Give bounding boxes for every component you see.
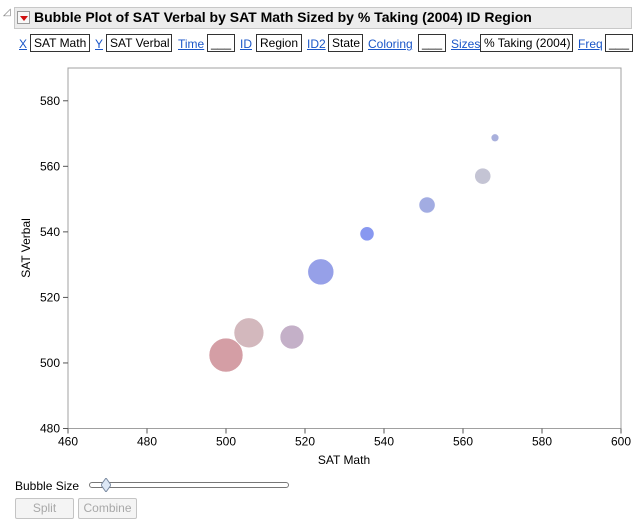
slider-thumb-icon[interactable] xyxy=(101,478,111,492)
role-id-value[interactable]: Region xyxy=(256,34,302,52)
role-y-value[interactable]: SAT Verbal xyxy=(106,34,172,52)
bubble[interactable] xyxy=(307,258,335,286)
x-tick-label: 560 xyxy=(453,435,473,449)
role-time-link[interactable]: Time xyxy=(178,37,205,51)
y-axis-label: SAT Verbal xyxy=(19,218,33,278)
role-time-value[interactable]: ___ xyxy=(207,34,235,52)
x-tick-label: 540 xyxy=(374,435,394,449)
bubble[interactable] xyxy=(279,324,305,350)
role-freq-link[interactable]: Freq xyxy=(578,37,603,51)
report-title: Bubble Plot of SAT Verbal by SAT Math Si… xyxy=(34,9,532,25)
role-id-link[interactable]: ID xyxy=(240,37,252,51)
x-tick-label: 600 xyxy=(611,435,631,449)
role-sizes-link[interactable]: Sizes xyxy=(451,37,481,51)
role-x-value[interactable]: SAT Math xyxy=(30,34,90,52)
disclosure-icon[interactable]: ◿ xyxy=(3,7,11,18)
role-coloring-link[interactable]: Coloring xyxy=(368,37,413,51)
bubble-size-slider[interactable] xyxy=(89,482,289,488)
role-coloring-value[interactable]: ___ xyxy=(418,34,446,52)
split-button[interactable]: Split xyxy=(15,498,74,519)
title-bar xyxy=(14,7,632,29)
role-y-link[interactable]: Y xyxy=(95,37,104,51)
bubble[interactable] xyxy=(474,167,492,185)
bubble[interactable] xyxy=(490,133,500,143)
bubble[interactable] xyxy=(359,226,375,242)
red-triangle-menu-icon[interactable] xyxy=(17,11,30,24)
plot-frame xyxy=(67,67,622,429)
bubble[interactable] xyxy=(418,196,436,214)
y-tick-label: 580 xyxy=(40,94,60,108)
y-tick-label: 500 xyxy=(40,356,60,370)
y-tick-label: 540 xyxy=(40,225,60,239)
bubble[interactable] xyxy=(208,337,244,373)
x-tick-label: 500 xyxy=(216,435,236,449)
y-tick-label: 520 xyxy=(40,290,60,304)
x-tick-label: 520 xyxy=(295,435,315,449)
bubble[interactable] xyxy=(233,317,265,349)
role-id2-value[interactable]: State xyxy=(328,34,363,52)
role-sizes-value[interactable]: % Taking (2004) xyxy=(480,34,573,52)
y-tick-label: 480 xyxy=(40,422,60,436)
x-tick-label: 580 xyxy=(532,435,552,449)
bubble-size-label: Bubble Size xyxy=(15,479,80,493)
y-tick-label: 560 xyxy=(40,159,60,173)
x-tick-label: 460 xyxy=(58,435,78,449)
x-axis-label: SAT Math xyxy=(318,453,370,467)
combine-button[interactable]: Combine xyxy=(78,498,137,519)
role-freq-value[interactable]: ___ xyxy=(605,34,633,52)
role-x-link[interactable]: X xyxy=(19,37,28,51)
role-id2-link[interactable]: ID2 xyxy=(307,37,326,51)
x-tick-label: 480 xyxy=(137,435,157,449)
